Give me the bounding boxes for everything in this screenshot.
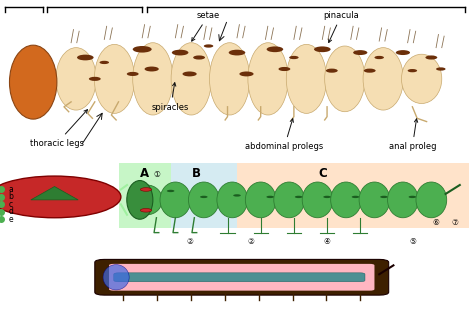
Text: thorax: thorax bbox=[79, 0, 110, 2]
Circle shape bbox=[278, 67, 290, 71]
FancyBboxPatch shape bbox=[171, 163, 237, 228]
Text: ①: ① bbox=[153, 170, 160, 179]
Circle shape bbox=[289, 56, 299, 59]
Circle shape bbox=[204, 44, 213, 48]
Circle shape bbox=[127, 72, 138, 76]
Circle shape bbox=[167, 190, 174, 192]
Polygon shape bbox=[31, 187, 78, 200]
Ellipse shape bbox=[286, 44, 327, 113]
Ellipse shape bbox=[246, 182, 276, 218]
Circle shape bbox=[0, 176, 121, 218]
Text: ⑦: ⑦ bbox=[452, 218, 458, 227]
Text: ⑥: ⑥ bbox=[433, 218, 439, 227]
Circle shape bbox=[364, 69, 375, 73]
FancyBboxPatch shape bbox=[95, 259, 389, 295]
Ellipse shape bbox=[359, 182, 390, 218]
Text: c: c bbox=[9, 200, 13, 209]
Text: a: a bbox=[9, 185, 13, 194]
Ellipse shape bbox=[171, 43, 211, 115]
Text: ⑤: ⑤ bbox=[409, 237, 416, 246]
Circle shape bbox=[133, 46, 152, 53]
Circle shape bbox=[140, 188, 152, 191]
Text: thoracic legs: thoracic legs bbox=[30, 110, 88, 148]
Ellipse shape bbox=[210, 43, 250, 115]
Text: anal proleg: anal proleg bbox=[389, 119, 436, 151]
Circle shape bbox=[426, 55, 437, 60]
Circle shape bbox=[193, 55, 205, 60]
Circle shape bbox=[182, 72, 197, 76]
Circle shape bbox=[239, 72, 254, 76]
Text: A: A bbox=[140, 167, 149, 180]
Ellipse shape bbox=[189, 182, 219, 218]
Ellipse shape bbox=[274, 182, 304, 218]
Ellipse shape bbox=[103, 265, 129, 290]
Circle shape bbox=[228, 50, 246, 55]
Circle shape bbox=[100, 61, 109, 64]
Ellipse shape bbox=[325, 46, 365, 112]
Ellipse shape bbox=[160, 182, 191, 218]
Circle shape bbox=[77, 55, 94, 60]
Ellipse shape bbox=[132, 185, 162, 215]
Text: pinacula: pinacula bbox=[323, 11, 359, 42]
Text: d: d bbox=[9, 207, 13, 216]
Circle shape bbox=[233, 194, 241, 197]
Circle shape bbox=[396, 50, 410, 55]
Ellipse shape bbox=[127, 180, 153, 219]
Text: C: C bbox=[318, 167, 327, 180]
Text: head: head bbox=[7, 0, 31, 2]
Circle shape bbox=[295, 196, 302, 198]
FancyBboxPatch shape bbox=[109, 264, 374, 291]
Circle shape bbox=[408, 69, 417, 72]
Circle shape bbox=[172, 50, 188, 55]
Ellipse shape bbox=[217, 182, 247, 218]
Ellipse shape bbox=[9, 45, 57, 119]
Text: spiracles: spiracles bbox=[152, 83, 189, 112]
Ellipse shape bbox=[416, 182, 447, 218]
FancyBboxPatch shape bbox=[237, 163, 469, 228]
Ellipse shape bbox=[401, 54, 442, 104]
Circle shape bbox=[374, 56, 384, 59]
Circle shape bbox=[409, 196, 416, 198]
Circle shape bbox=[353, 50, 367, 55]
Circle shape bbox=[326, 69, 337, 73]
Text: abdominal prolegs: abdominal prolegs bbox=[245, 119, 324, 151]
Ellipse shape bbox=[331, 182, 361, 218]
Ellipse shape bbox=[363, 48, 403, 110]
Circle shape bbox=[323, 196, 331, 198]
Text: B: B bbox=[192, 167, 201, 180]
Circle shape bbox=[380, 196, 388, 198]
Text: ②: ② bbox=[248, 237, 255, 246]
Circle shape bbox=[145, 67, 159, 72]
Circle shape bbox=[140, 209, 152, 212]
Circle shape bbox=[89, 77, 101, 81]
Text: ②: ② bbox=[186, 237, 193, 246]
Circle shape bbox=[436, 67, 446, 71]
Circle shape bbox=[314, 46, 331, 52]
Text: ④: ④ bbox=[324, 237, 330, 246]
Circle shape bbox=[352, 196, 359, 198]
Text: e: e bbox=[9, 215, 13, 224]
Circle shape bbox=[200, 196, 208, 198]
Ellipse shape bbox=[56, 48, 96, 110]
Ellipse shape bbox=[133, 43, 173, 115]
Ellipse shape bbox=[302, 182, 333, 218]
Ellipse shape bbox=[94, 44, 135, 113]
FancyBboxPatch shape bbox=[114, 273, 365, 282]
Circle shape bbox=[266, 46, 283, 52]
Text: b: b bbox=[9, 193, 13, 202]
Text: setae: setae bbox=[191, 11, 220, 41]
Circle shape bbox=[266, 196, 274, 198]
FancyBboxPatch shape bbox=[118, 163, 171, 228]
Text: abdomen: abdomen bbox=[271, 0, 317, 2]
Ellipse shape bbox=[388, 182, 418, 218]
Ellipse shape bbox=[248, 43, 288, 115]
